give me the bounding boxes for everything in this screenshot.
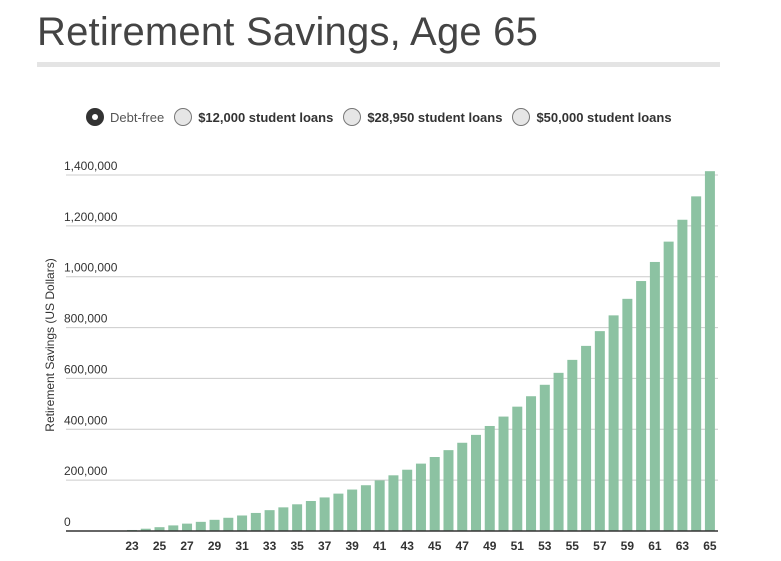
x-tick-label: 37 (318, 539, 332, 553)
bar-age-53 (539, 384, 550, 531)
radio-debt-free[interactable]: Debt-free (86, 108, 164, 126)
bar-age-61 (649, 261, 660, 531)
y-tick-label: 800,000 (64, 312, 108, 326)
bar-age-50 (498, 416, 509, 531)
bar-age-33 (264, 510, 275, 531)
x-tick-label: 43 (401, 539, 415, 553)
bar-age-63 (677, 219, 688, 532)
x-tick-label: 47 (456, 539, 470, 553)
page-title: Retirement Savings, Age 65 (37, 10, 539, 54)
bar-age-48 (471, 434, 481, 531)
radio-label-debt-free: Debt-free (110, 109, 165, 125)
bar-age-54 (553, 372, 564, 531)
bar-age-38 (333, 493, 344, 531)
bar-age-36 (305, 500, 316, 531)
bar-age-30 (223, 517, 234, 531)
radio-label-12000-loans: $12,000 student loans (198, 109, 334, 125)
bar-age-29 (209, 519, 220, 531)
x-tick-label: 57 (593, 539, 607, 553)
bar-age-60 (636, 281, 647, 531)
bar-age-31 (237, 515, 248, 531)
bar-age-26 (168, 525, 179, 531)
bar-age-46 (443, 450, 454, 531)
y-tick-label: 1,400,000 (64, 159, 118, 173)
radio-button-50000-loans[interactable] (512, 108, 531, 126)
bar-age-55 (567, 359, 578, 531)
x-tick-label: 39 (345, 539, 359, 553)
radio-button-28950-loans[interactable] (343, 108, 362, 126)
bar-age-65 (704, 171, 715, 531)
bar-age-27 (182, 523, 193, 531)
y-tick-label: 0 (64, 515, 71, 529)
bar-age-28 (195, 521, 206, 531)
x-tick-label: 59 (621, 539, 635, 553)
x-tick-label: 51 (511, 539, 525, 553)
title-divider (37, 62, 720, 67)
y-tick-label: 200,000 (64, 464, 108, 478)
x-tick-label: 35 (290, 539, 304, 553)
radio-button-debt-free[interactable] (86, 108, 104, 126)
bar-age-32 (250, 512, 261, 531)
x-tick-label: 65 (703, 539, 717, 553)
bar-age-44 (415, 463, 426, 531)
x-tick-label: 45 (428, 539, 442, 553)
bar-age-24 (140, 528, 151, 531)
bar-age-37 (319, 497, 330, 531)
bar-age-49 (484, 425, 495, 531)
bar-age-25 (154, 527, 165, 531)
y-tick-label: 400,000 (64, 413, 108, 427)
bar-age-43 (402, 469, 413, 531)
x-tick-label: 29 (208, 539, 222, 553)
radio-50000-loans[interactable]: $50,000 student loans (512, 108, 672, 126)
bar-age-41 (374, 480, 385, 531)
bar-age-62 (663, 241, 674, 531)
radio-label-50000-loans: $50,000 student loans (536, 109, 672, 125)
y-tick-label: 600,000 (64, 362, 108, 376)
y-tick-label: 1,200,000 (64, 210, 118, 224)
x-tick-label: 31 (235, 539, 249, 553)
bar-age-47 (457, 442, 468, 531)
radio-label-28950-loans: $28,950 student loans (367, 109, 503, 125)
x-tick-label: 41 (373, 539, 387, 553)
x-tick-label: 33 (263, 539, 277, 553)
scenario-radio-group: Debt-free $12,000 student loans $28,950 … (86, 105, 682, 129)
radio-button-12000-loans[interactable] (174, 108, 193, 126)
x-tick-label: 61 (648, 539, 662, 553)
bar-age-42 (388, 475, 399, 531)
y-axis-label: Retirement Savings (US Dollars) (43, 258, 57, 431)
x-tick-label: 55 (566, 539, 580, 553)
bar-age-56 (581, 345, 592, 531)
bar-age-40 (360, 485, 371, 531)
bar-age-35 (292, 504, 303, 531)
x-tick-label: 49 (483, 539, 497, 553)
x-tick-label: 23 (125, 539, 139, 553)
bar-age-51 (512, 406, 523, 531)
bar-age-57 (594, 331, 605, 531)
y-tick-label: 1,000,000 (64, 261, 118, 275)
bar-age-39 (347, 489, 358, 531)
bar-age-34 (278, 507, 289, 531)
bar-age-64 (691, 196, 702, 532)
radio-28950-loans[interactable]: $28,950 student loans (343, 108, 502, 126)
x-tick-label: 63 (676, 539, 690, 553)
bar-age-58 (608, 315, 619, 531)
bar-age-52 (526, 396, 537, 531)
bar-age-45 (429, 457, 440, 531)
x-tick-label: 53 (538, 539, 552, 553)
radio-12000-loans[interactable]: $12,000 student loans (174, 108, 333, 126)
bar-age-59 (622, 298, 633, 531)
x-tick-label: 25 (153, 539, 167, 553)
x-tick-label: 27 (180, 539, 194, 553)
